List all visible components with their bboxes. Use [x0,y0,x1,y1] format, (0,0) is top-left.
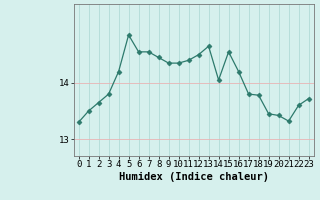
X-axis label: Humidex (Indice chaleur): Humidex (Indice chaleur) [119,172,268,182]
